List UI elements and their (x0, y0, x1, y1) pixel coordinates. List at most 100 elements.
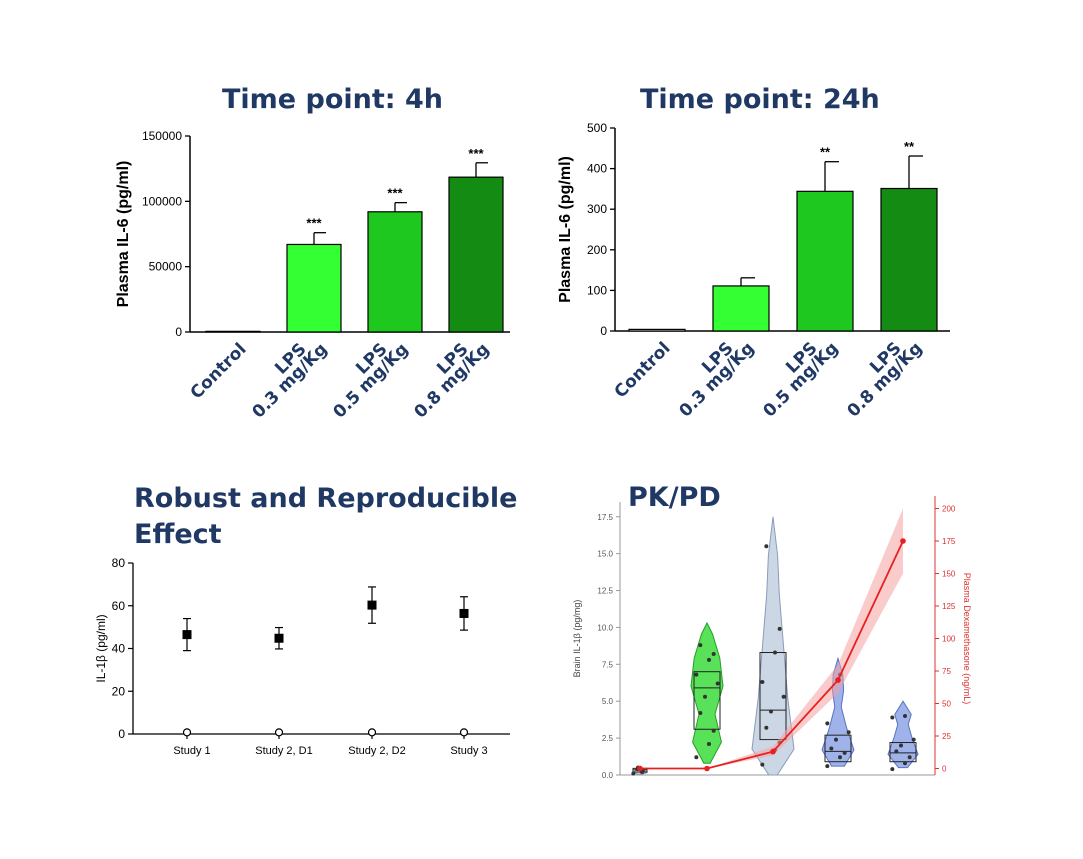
chart-title-reproducible: Robust and Reproducible Effect (134, 483, 518, 550)
significance-label: ** (820, 145, 831, 160)
data-point (825, 721, 830, 726)
y-tick-label: 10.0 (597, 623, 613, 632)
data-point (773, 650, 777, 655)
y-tick-label: 80 (112, 556, 126, 570)
bar (286, 243, 342, 333)
box (889, 742, 917, 763)
pk-confidence-band (640, 508, 903, 769)
data-point (698, 643, 703, 648)
violin (821, 656, 855, 767)
bar (448, 176, 504, 333)
bar (205, 330, 261, 333)
data-point (829, 746, 834, 751)
control-point (367, 728, 377, 737)
significance-label: *** (387, 186, 403, 201)
y-tick-label: 2.5 (602, 734, 614, 743)
data-point (834, 737, 838, 742)
significance-label: *** (306, 216, 322, 231)
y-tick-label: 500 (587, 121, 607, 135)
y-tick-label: 0 (118, 727, 125, 741)
y-tick-label: 12.5 (597, 587, 613, 596)
category-label: Control (187, 339, 251, 403)
data-point (367, 600, 377, 610)
pk-point (835, 677, 841, 683)
bar-chart-4h: 0 50000 100000 150000 Plasma IL-6 (pg/ml) Con… (115, 129, 510, 422)
bar (796, 190, 854, 332)
data-point (631, 771, 636, 776)
data-point (707, 742, 711, 747)
data-point (760, 680, 765, 685)
x-tick-label: Study 1 (173, 745, 210, 757)
violin (690, 621, 724, 764)
y2-tick-label: 25 (942, 732, 951, 741)
y-tick-label: 40 (112, 642, 126, 656)
chart-title-24h: Time point: 24h (640, 84, 880, 115)
data-point (907, 755, 912, 760)
data-point (825, 764, 830, 769)
x-tick-label: Study 2, D1 (255, 745, 312, 757)
y-axis-label: Brain IL-1β (pg/mg) (572, 600, 582, 678)
data-point (894, 749, 899, 754)
pk-point (900, 538, 906, 544)
x-tick-label: Study 2, D2 (348, 745, 405, 757)
data-point (715, 681, 720, 686)
y-tick-label: 100 (587, 283, 607, 297)
data-point (274, 633, 284, 643)
data-point (781, 694, 786, 699)
data-point (703, 694, 707, 699)
y-tick-label: 0 (175, 325, 182, 339)
data-point (694, 672, 699, 677)
y-tick-label: 200 (587, 243, 607, 257)
data-point (698, 711, 703, 716)
data-point (903, 713, 907, 718)
data-point (899, 743, 903, 748)
y-tick-label: 5.0 (602, 697, 614, 706)
data-point (694, 755, 699, 760)
box (693, 671, 721, 730)
pk-point (770, 748, 776, 755)
y2-tick-label: 0 (942, 765, 947, 774)
data-point (903, 761, 907, 766)
scatter-chart-reproducible: 0 20 40 60 80 IL-1β (pg/ml) Study 1 Study 2, D1… (94, 556, 510, 757)
data-point (764, 544, 769, 549)
pk-point (704, 765, 710, 772)
control-point (182, 728, 192, 737)
control-point (274, 728, 284, 737)
data-point (911, 737, 916, 742)
y-axis-label: Plasma IL-6 (pg/ml) (557, 156, 574, 303)
data-point (459, 608, 469, 618)
significance-label: ** (904, 139, 915, 154)
data-point (890, 767, 895, 772)
y-tick-label: 7.5 (602, 660, 614, 669)
data-point (842, 750, 847, 755)
pk-point (637, 765, 643, 772)
y-tick-label: 20 (112, 684, 126, 698)
y-tick-label: 150000 (142, 129, 182, 143)
data-point (769, 709, 773, 714)
control-point (459, 728, 469, 737)
y-tick-label: 17.5 (597, 513, 613, 522)
y2-tick-label: 175 (942, 537, 956, 546)
data-point (711, 651, 716, 656)
data-point (838, 755, 842, 760)
y-tick-label: 400 (587, 162, 607, 176)
y2-tick-label: 75 (942, 667, 951, 676)
chart-title-pkpd: PK/PD (628, 482, 721, 513)
category-label: Control (611, 338, 675, 402)
bar (367, 211, 423, 333)
y2-tick-label: 50 (942, 700, 951, 709)
data-point (890, 715, 895, 720)
significance-label: *** (468, 146, 484, 161)
data-point (711, 728, 716, 733)
y2-tick-label: 125 (942, 602, 956, 611)
y-tick-label: 60 (112, 599, 126, 613)
bar (880, 187, 938, 332)
data-point (182, 630, 192, 640)
data-point (760, 762, 765, 767)
y2-axis-label: Plasma Dexamethasone (ng/mL) (962, 573, 972, 705)
violin-chart-pkpd: 0.0 2.5 5.0 7.5 10.0 12.5 15.0 17.5 Brain IL-1β … (572, 496, 972, 780)
data-point (707, 657, 711, 662)
chart-title-4h: Time point: 4h (222, 84, 443, 115)
data-point (764, 725, 769, 730)
y-tick-label: 0 (600, 324, 607, 338)
